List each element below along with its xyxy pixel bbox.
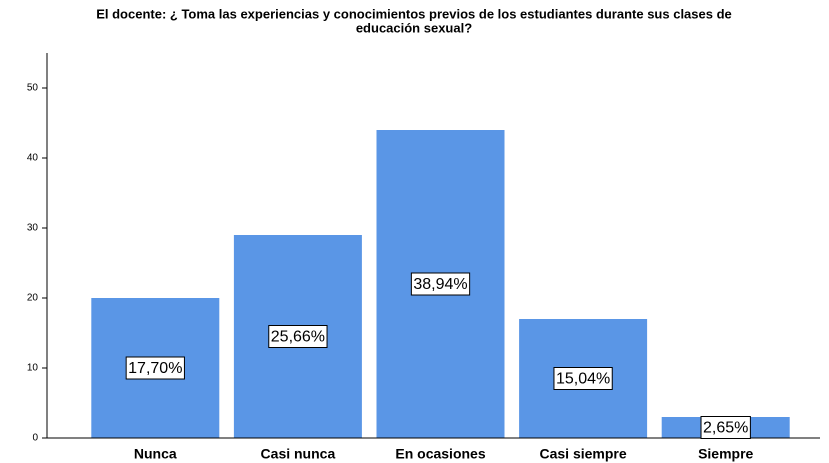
data-label-box (268, 325, 328, 348)
data-label: 2,65% (703, 420, 748, 437)
data-label-box (553, 367, 613, 390)
chart-title: El docente: ¿ Toma las experiencias y co… (96, 6, 732, 21)
x-tick-label: Siempre (698, 446, 753, 462)
data-label-box (125, 356, 185, 380)
x-tick-label: Nunca (134, 446, 177, 462)
y-tick-label: 20 (27, 293, 39, 304)
x-tick-label: En ocasiones (395, 446, 485, 462)
data-label: 17,70% (128, 360, 182, 377)
data-label: 38,94% (413, 276, 467, 293)
y-tick-label: 50 (27, 83, 39, 94)
data-label: 25,66% (271, 329, 325, 346)
data-label-box (700, 416, 751, 439)
x-tick-label: Casi nunca (261, 446, 336, 462)
y-tick-label: 30 (27, 223, 39, 234)
data-label-box (410, 272, 471, 296)
y-tick-label: 0 (32, 433, 38, 444)
x-tick-label: Casi siempre (540, 446, 627, 462)
data-label: 15,04% (556, 371, 610, 388)
y-tick-label: 10 (27, 363, 39, 374)
y-tick-label: 40 (27, 153, 39, 164)
chart-title: educación sexual? (356, 20, 472, 35)
